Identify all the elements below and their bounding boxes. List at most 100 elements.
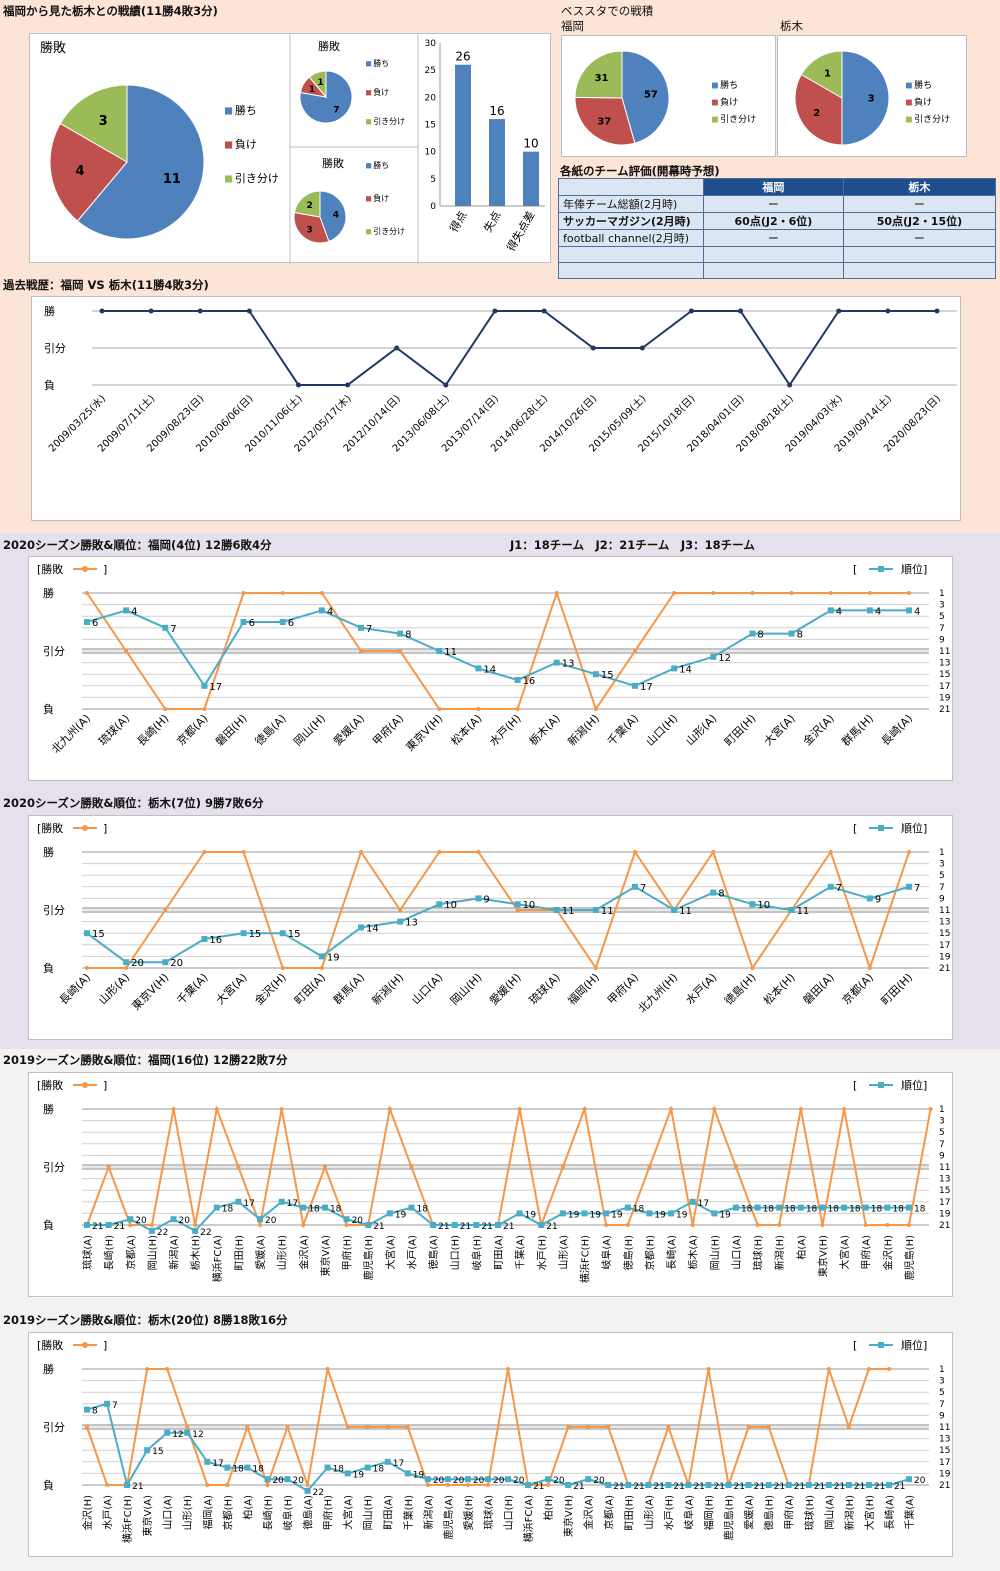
rank-value-label: 20 bbox=[292, 1476, 304, 1486]
rank-line bbox=[86, 885, 910, 964]
rank-point bbox=[668, 1210, 675, 1217]
rank-point bbox=[827, 883, 834, 890]
category-label: 千葉(A) bbox=[514, 1235, 527, 1270]
category-label: 山形(A) bbox=[643, 1495, 655, 1530]
category-label: 栃木(H) bbox=[189, 1235, 202, 1270]
rank-tick-label: 21 bbox=[939, 1481, 950, 1491]
legend-bracket: ] bbox=[103, 822, 107, 835]
category-label: 金沢(H) bbox=[251, 970, 288, 1007]
rank-value-label: 4 bbox=[327, 606, 333, 617]
y-axis-label: 勝 bbox=[44, 304, 55, 318]
result-point bbox=[85, 1425, 89, 1429]
result-point bbox=[425, 1483, 430, 1487]
evaluation-cell: 50点(J2・15位) bbox=[842, 212, 997, 230]
rank-tick-label: 13 bbox=[939, 659, 950, 669]
rank-value-label: 21 bbox=[874, 1482, 885, 1492]
category-label: 岐阜(A) bbox=[600, 1235, 613, 1270]
result-point bbox=[541, 308, 547, 314]
rank-value-label: 18 bbox=[763, 1205, 775, 1215]
evaluation-row: football channel(2月時) ーー bbox=[558, 229, 997, 247]
rank-value-label: 15 bbox=[601, 670, 614, 681]
legend-left-label: [勝敗 bbox=[37, 562, 63, 576]
legend-swatch bbox=[366, 119, 372, 125]
rank-value-label: 18 bbox=[827, 1205, 839, 1215]
evaluation-title: 各紙のチーム評価(開幕時予想) bbox=[560, 164, 720, 178]
category-label: 岐阜(H) bbox=[281, 1495, 294, 1530]
rank-line bbox=[86, 609, 909, 688]
rank-point bbox=[424, 1476, 431, 1483]
bessta-tochigi-panel: 3 2 1 勝ち 負け 引き分け bbox=[777, 35, 967, 157]
rank-tick-label: 21 bbox=[939, 964, 950, 974]
rank-value-label: 20 bbox=[473, 1476, 485, 1486]
category-label: 大宮(A) bbox=[761, 711, 798, 748]
rank-tick-label: 7 bbox=[939, 883, 945, 893]
rank-point bbox=[397, 630, 404, 637]
result-point bbox=[163, 707, 168, 711]
rank-point bbox=[475, 895, 482, 902]
rank-point bbox=[430, 1222, 437, 1228]
rank-tick-label: 7 bbox=[939, 624, 945, 634]
rank-value-label: 4 bbox=[914, 606, 920, 617]
result-point bbox=[554, 591, 559, 595]
rank-point bbox=[645, 1482, 652, 1488]
result-point bbox=[885, 308, 891, 314]
category-label: 山口(H) bbox=[644, 712, 681, 749]
rank-value-label: 21 bbox=[794, 1482, 805, 1492]
rank-point bbox=[105, 1222, 112, 1228]
legend-label: 負け bbox=[373, 193, 389, 203]
rank-value-label: 21 bbox=[754, 1482, 765, 1492]
rank-value-label: 18 bbox=[784, 1205, 796, 1215]
result-point bbox=[405, 1425, 410, 1429]
bar-tick-label: 0 bbox=[430, 202, 436, 212]
bar-value-label: 16 bbox=[489, 104, 504, 118]
rank-value-label: 19 bbox=[395, 1210, 407, 1220]
y-axis-label: 負 bbox=[43, 1479, 54, 1492]
rank-value-label: 8 bbox=[757, 630, 763, 641]
category-label: 水戸(H) bbox=[487, 712, 524, 749]
pie-value-label: 37 bbox=[597, 117, 611, 128]
rank-value-label: 21 bbox=[734, 1482, 745, 1492]
result-point bbox=[280, 966, 285, 970]
rank-point bbox=[386, 1210, 393, 1217]
rank-point bbox=[538, 1222, 545, 1228]
rank-point bbox=[324, 1464, 331, 1471]
result-point bbox=[171, 1107, 176, 1111]
y-axis-label: 負 bbox=[43, 703, 54, 716]
bar bbox=[455, 64, 471, 206]
pie-value-label: 4 bbox=[75, 164, 84, 179]
rank-value-label: 20 bbox=[493, 1476, 505, 1486]
rank-tick-label: 7 bbox=[939, 1400, 945, 1410]
result-point bbox=[202, 850, 207, 854]
rank-value-label: 18 bbox=[416, 1205, 428, 1215]
result-point bbox=[245, 1425, 250, 1429]
result-point bbox=[863, 1223, 868, 1227]
result-point bbox=[566, 1425, 571, 1429]
result-point bbox=[345, 382, 351, 388]
result-point bbox=[445, 1483, 450, 1487]
result-point bbox=[546, 1483, 551, 1487]
rank-tick-label: 11 bbox=[939, 906, 950, 916]
rank-value-label: 11 bbox=[601, 906, 614, 917]
result-point bbox=[319, 591, 324, 595]
rank-value-label: 11 bbox=[679, 906, 692, 917]
legend-label: 負け bbox=[235, 138, 257, 151]
category-label: 町田(A) bbox=[494, 1235, 505, 1270]
legend-right-label: 順位] bbox=[901, 1338, 927, 1352]
rank-value-label: 15 bbox=[288, 929, 301, 940]
rank-point bbox=[845, 1482, 852, 1488]
y-axis-label: 引分 bbox=[43, 1420, 65, 1434]
rank-tick-label: 19 bbox=[939, 1209, 951, 1219]
bar-value-label: 26 bbox=[455, 50, 470, 64]
category-label: 岡山(H) bbox=[363, 1495, 375, 1530]
evaluation-cell: サッカーマガジン(2月時) bbox=[558, 212, 704, 230]
bessta-tochigi-label: 栃木 bbox=[780, 19, 803, 33]
category-label: 甲府(A) bbox=[369, 711, 406, 748]
rank-value-label: 14 bbox=[483, 664, 496, 675]
category-label: 北九州(H) bbox=[636, 971, 680, 1015]
result-point bbox=[586, 1425, 591, 1429]
category-label: 甲府(A) bbox=[783, 1495, 796, 1530]
rank-point bbox=[284, 1476, 291, 1483]
rank-value-label: 18 bbox=[741, 1205, 753, 1215]
category-label: 東京V(H) bbox=[403, 711, 446, 754]
